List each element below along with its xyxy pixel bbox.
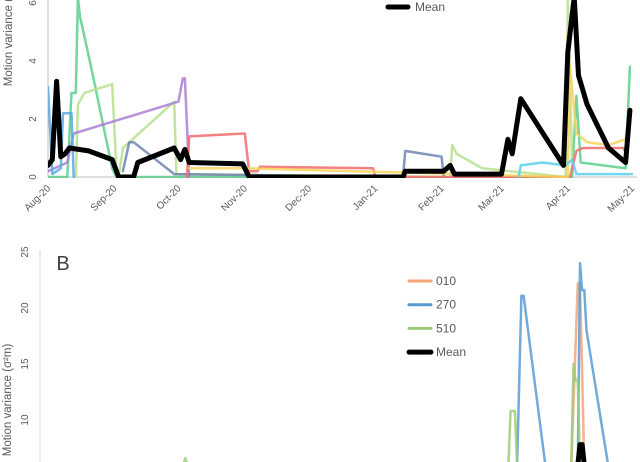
chart-b: B Motion variance (σ²m) 10 15 20 25 010 270 5… — [2, 246, 609, 462]
series-line-b6e08c — [74, 0, 574, 178]
chart-a: Motion variance (σ²m) 0 2 4 6 Aug-20 Sep-20 O… — [3, 0, 637, 215]
chart-a-legend: Mean — [385, 0, 445, 14]
legend-label-510: 510 — [436, 321, 456, 335]
chart-a-y-axis-title: Motion variance (σ²m) — [3, 0, 15, 86]
x-tick-label: Feb-21 — [417, 183, 447, 213]
legend-label-010: 010 — [436, 274, 456, 288]
series-line-270 — [515, 261, 609, 462]
series-line-mean — [48, 0, 633, 178]
y-tick-label: 25 — [20, 246, 31, 258]
x-tick-label: Oct-20 — [155, 183, 184, 212]
y-tick-label: 0 — [28, 174, 39, 180]
chart-b-y-axis-title: Motion variance (σ²m) — [2, 344, 14, 457]
y-tick-label: 4 — [28, 58, 39, 64]
series-line-510 — [182, 362, 582, 462]
y-tick-label: 20 — [20, 302, 31, 314]
series-line-f26b6b — [185, 132, 629, 178]
y-tick-label: 15 — [20, 358, 31, 370]
x-tick-label: Mar-21 — [476, 183, 506, 213]
x-tick-label: Sep-20 — [89, 183, 120, 214]
series-line-5ccf8c — [48, 0, 632, 178]
x-tick-label: May-21 — [606, 183, 638, 215]
series-line-a980d4 — [48, 77, 191, 178]
chart-b-legend: 010 270 510 Mean — [406, 274, 466, 359]
legend-label-mean: Mean — [415, 0, 445, 14]
y-tick-label: 2 — [28, 116, 39, 122]
series-line-f7d35a — [187, 65, 629, 178]
x-tick-label: Apr-21 — [544, 183, 573, 212]
chart-b-panel-label: B — [56, 253, 69, 275]
x-tick-label: Jan-21 — [351, 183, 381, 213]
legend-label-mean: Mean — [436, 345, 466, 359]
legend-label-270: 270 — [436, 298, 456, 312]
series-line-mean — [575, 442, 587, 462]
x-tick-label: Nov-20 — [219, 183, 250, 214]
x-tick-label: Dec-20 — [284, 183, 315, 214]
y-tick-label: 6 — [28, 0, 39, 6]
y-tick-label: 10 — [20, 414, 31, 426]
x-tick-label: Aug-20 — [23, 183, 54, 214]
